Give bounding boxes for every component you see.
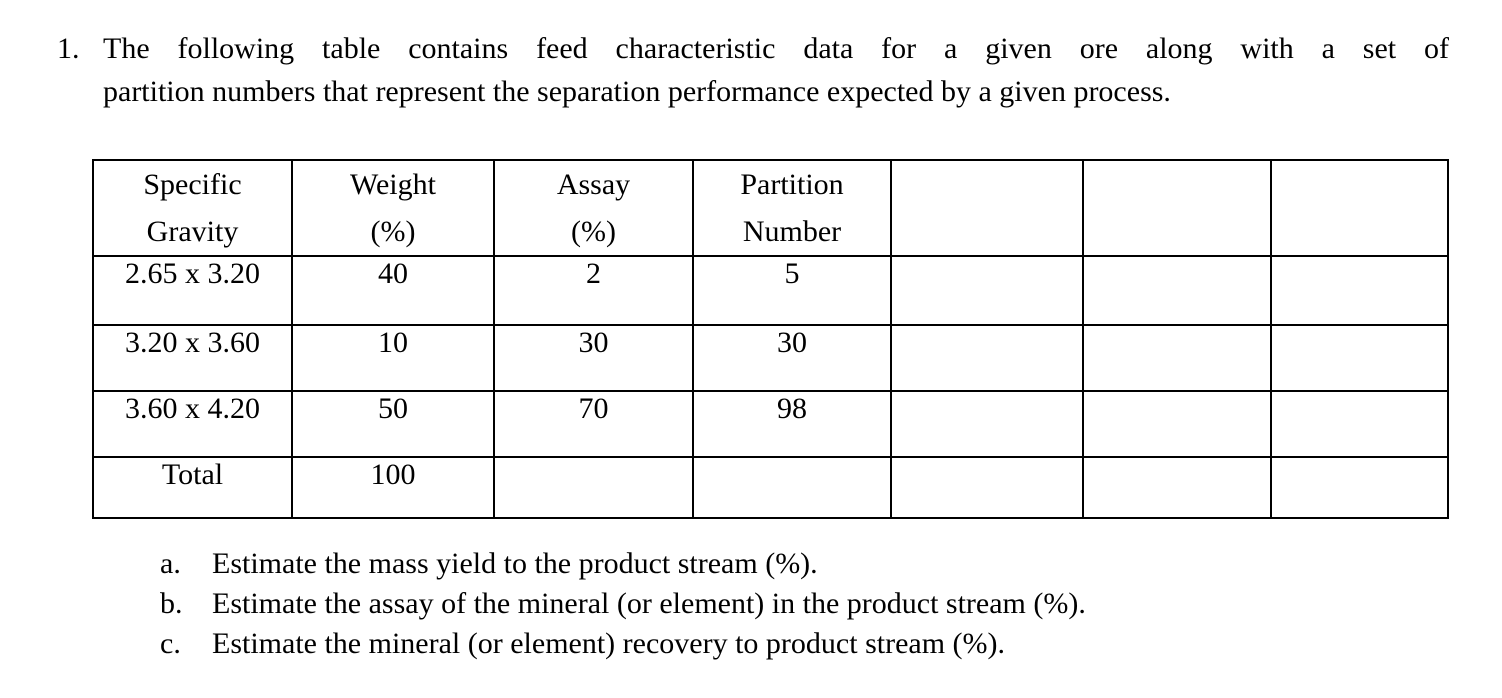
problem-intro-line2: partition numbers that represent the sep… <box>103 75 1171 108</box>
problem-statement: 1. The following table contains feed cha… <box>57 27 1449 113</box>
problem-intro-line1: The following table contains feed charac… <box>103 32 1449 65</box>
cell-empty <box>890 390 1084 458</box>
table-row: 2.65 x 3.20 40 2 5 <box>92 255 1449 326</box>
question-a-label: a. <box>160 547 181 580</box>
cell-empty <box>1270 255 1449 326</box>
cell-specific-gravity: 2.65 x 3.20 <box>92 255 293 326</box>
cell-specific-gravity: 3.60 x 4.20 <box>92 390 293 458</box>
cell-empty <box>890 255 1084 326</box>
question-a: a. Estimate the mass yield to the produc… <box>160 544 1086 584</box>
cell-assay: 70 <box>493 390 694 458</box>
table-header-row: Specific Gravity Weight (%) Assay (%) Pa… <box>92 159 1449 257</box>
question-list: a. Estimate the mass yield to the produc… <box>160 544 1086 664</box>
header-partition-number: Partition Number <box>692 159 892 257</box>
header-assay: Assay (%) <box>493 159 694 257</box>
problem-number: 1. <box>57 32 80 65</box>
cell-empty <box>1270 456 1449 519</box>
question-b-label: b. <box>160 587 183 620</box>
feed-characteristics-table: Specific Gravity Weight (%) Assay (%) Pa… <box>92 159 1449 519</box>
table-row: 3.60 x 4.20 50 70 98 <box>92 390 1449 458</box>
cell-total-label: Total <box>92 456 293 519</box>
question-c-label: c. <box>160 627 181 660</box>
cell-empty <box>1270 324 1449 392</box>
question-c: c. Estimate the mineral (or element) rec… <box>160 624 1086 664</box>
cell-total-weight: 100 <box>291 456 495 519</box>
header-specific-gravity: Specific Gravity <box>92 159 293 257</box>
table-row: 3.20 x 3.60 10 30 30 <box>92 324 1449 392</box>
cell-empty <box>890 456 1084 519</box>
cell-weight: 10 <box>291 324 495 392</box>
header-empty-1 <box>890 159 1084 257</box>
cell-assay: 2 <box>493 255 694 326</box>
cell-partition: 30 <box>692 324 892 392</box>
header-empty-3 <box>1270 159 1449 257</box>
cell-empty <box>692 456 892 519</box>
question-b: b. Estimate the assay of the mineral (or… <box>160 584 1086 624</box>
cell-empty <box>1082 324 1272 392</box>
cell-empty <box>1082 390 1272 458</box>
cell-empty <box>493 456 694 519</box>
cell-empty <box>1082 255 1272 326</box>
cell-weight: 40 <box>291 255 495 326</box>
cell-assay: 30 <box>493 324 694 392</box>
header-empty-2 <box>1082 159 1272 257</box>
cell-empty <box>1082 456 1272 519</box>
cell-specific-gravity: 3.20 x 3.60 <box>92 324 293 392</box>
cell-weight: 50 <box>291 390 495 458</box>
header-weight: Weight (%) <box>291 159 495 257</box>
cell-partition: 5 <box>692 255 892 326</box>
question-c-text: Estimate the mineral (or element) recove… <box>212 627 1006 660</box>
question-b-text: Estimate the assay of the mineral (or el… <box>212 587 1086 620</box>
cell-empty <box>1270 390 1449 458</box>
problem-intro-text: The following table contains feed charac… <box>103 27 1449 113</box>
cell-partition: 98 <box>692 390 892 458</box>
table-total-row: Total 100 <box>92 456 1449 519</box>
cell-empty <box>890 324 1084 392</box>
question-a-text: Estimate the mass yield to the product s… <box>212 547 818 580</box>
